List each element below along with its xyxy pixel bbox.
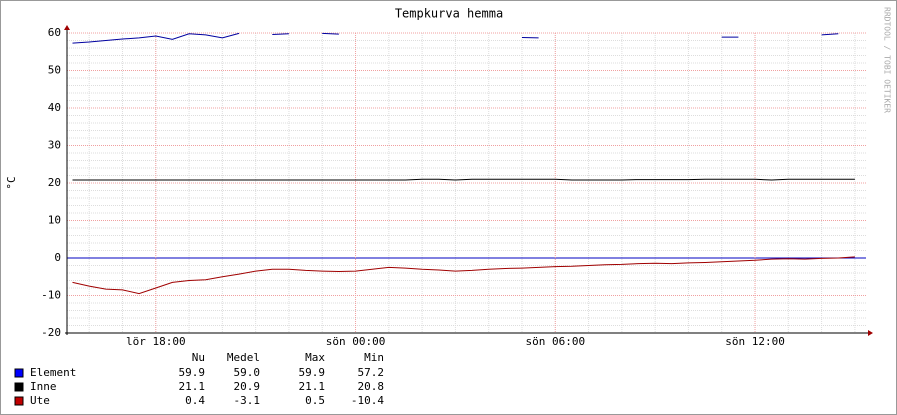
legend-swatch bbox=[14, 382, 24, 392]
legend-label: Element bbox=[30, 366, 76, 379]
x-tick-label: sön 00:00 bbox=[326, 335, 386, 348]
stat-value: -10.4 bbox=[351, 394, 384, 407]
y-tick-label: 10 bbox=[48, 214, 61, 227]
stat-value: 59.0 bbox=[234, 366, 261, 379]
stat-value: 0.5 bbox=[305, 394, 325, 407]
stat-value: 21.1 bbox=[299, 380, 326, 393]
series-line bbox=[72, 32, 839, 44]
stat-value: -3.1 bbox=[234, 394, 261, 407]
stat-value: 57.2 bbox=[358, 366, 385, 379]
y-tick-label: 60 bbox=[48, 26, 61, 39]
x-axis-arrow bbox=[868, 330, 873, 336]
chart-title: Tempkurva hemma bbox=[395, 7, 503, 21]
x-tick-label: sön 12:00 bbox=[725, 335, 785, 348]
stat-header: Medel bbox=[227, 351, 260, 364]
legend-label: Ute bbox=[30, 394, 50, 407]
legend-swatch bbox=[14, 396, 24, 406]
stat-header: Nu bbox=[192, 351, 205, 364]
stat-value: 59.9 bbox=[179, 366, 206, 379]
y-tick-label: 30 bbox=[48, 139, 61, 152]
stat-header: Max bbox=[305, 351, 325, 364]
y-axis-label: °C bbox=[5, 176, 18, 189]
stat-value: 21.1 bbox=[179, 380, 206, 393]
y-tick-label: -20 bbox=[41, 326, 61, 339]
series-line bbox=[72, 256, 855, 295]
y-tick-label: 40 bbox=[48, 101, 61, 114]
stat-value: 59.9 bbox=[299, 366, 326, 379]
y-tick-label: 0 bbox=[54, 251, 61, 264]
series-line bbox=[72, 178, 855, 181]
legend-label: Inne bbox=[30, 380, 57, 393]
x-tick-label: lör 18:00 bbox=[126, 335, 186, 348]
y-tick-label: -10 bbox=[41, 289, 61, 302]
watermark: RRDTOOL / TOBI OETIKER bbox=[883, 7, 892, 113]
x-tick-label: sön 06:00 bbox=[525, 335, 585, 348]
stat-header: Min bbox=[364, 351, 384, 364]
y-tick-label: 50 bbox=[48, 64, 61, 77]
legend-swatch bbox=[14, 368, 24, 378]
stat-value: 20.9 bbox=[234, 380, 261, 393]
stat-value: 20.8 bbox=[358, 380, 385, 393]
y-axis-arrow bbox=[64, 25, 70, 30]
stat-value: 0.4 bbox=[185, 394, 205, 407]
y-tick-label: 20 bbox=[48, 176, 61, 189]
